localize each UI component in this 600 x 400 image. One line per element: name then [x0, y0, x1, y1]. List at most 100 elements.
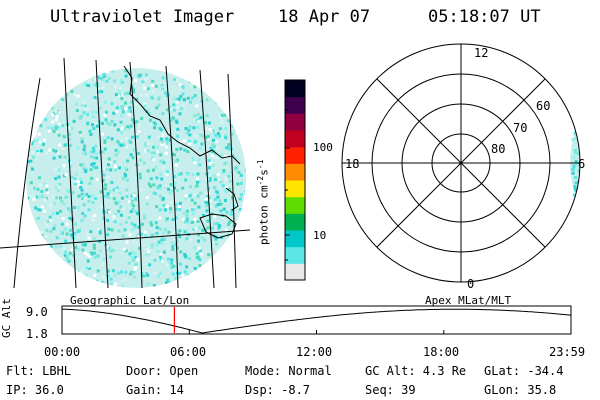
speckle: [51, 120, 55, 124]
speckle: [103, 74, 107, 78]
speckle: [582, 129, 585, 132]
speckle: [166, 108, 170, 112]
speckle: [197, 77, 201, 81]
speckle: [207, 159, 211, 162]
speckle: [68, 217, 72, 220]
speckle: [102, 73, 106, 76]
mlt-label-18: 18: [345, 157, 360, 171]
speckle: [120, 270, 123, 274]
speckle: [155, 231, 159, 235]
speckle: [132, 90, 135, 94]
mlat-label-60: 60: [536, 99, 551, 113]
speckle: [46, 220, 50, 224]
speckle: [192, 126, 196, 130]
speckle: [172, 264, 176, 268]
speckle: [31, 72, 34, 76]
speckle: [207, 253, 211, 257]
speckle: [98, 249, 102, 253]
speckle: [213, 214, 217, 218]
speckle: [143, 216, 146, 220]
speckle: [584, 137, 587, 140]
speckle: [210, 130, 214, 134]
speckle: [53, 224, 57, 227]
speckle: [44, 257, 48, 260]
speckle: [64, 196, 68, 199]
speckle: [230, 268, 234, 272]
speckle: [198, 133, 202, 137]
speckle: [82, 151, 86, 155]
speckle: [179, 250, 183, 254]
speckle: [204, 286, 208, 288]
speckle: [65, 80, 69, 84]
speckle: [198, 278, 202, 282]
speckle: [214, 156, 218, 160]
speckle: [206, 219, 210, 223]
speckle: [214, 178, 218, 181]
polar-grid: [341, 43, 581, 283]
speckle: [74, 245, 78, 249]
speckle: [137, 225, 140, 229]
speckle: [44, 235, 48, 239]
speckle: [109, 287, 113, 288]
speckle: [161, 166, 165, 170]
speckle: [55, 184, 59, 188]
speckle: [114, 153, 118, 157]
speckle: [53, 77, 57, 81]
speckle: [209, 250, 213, 253]
speckle: [137, 123, 141, 127]
speckle: [234, 166, 238, 169]
speckle: [148, 263, 152, 267]
speckle: [95, 166, 99, 170]
speckle: [244, 282, 246, 286]
speckle: [95, 110, 99, 114]
speckle: [217, 92, 221, 96]
speckle: [61, 97, 65, 101]
speckle: [242, 116, 245, 120]
speckle: [223, 162, 227, 166]
speckle: [239, 111, 243, 115]
speckle: [32, 139, 36, 143]
speckle: [120, 114, 124, 118]
speckle: [29, 277, 33, 281]
speckle: [145, 73, 148, 77]
speckle: [160, 87, 164, 91]
speckle: [200, 236, 204, 240]
speckle: [60, 283, 64, 287]
speckle: [123, 144, 127, 147]
speckle: [111, 248, 115, 252]
speckle: [160, 238, 164, 242]
speckle: [171, 152, 175, 156]
altitude-plot: [61, 305, 572, 335]
speckle: [176, 134, 180, 138]
speckle: [238, 98, 242, 102]
speckle: [176, 158, 179, 162]
speckle: [131, 258, 135, 262]
speckle: [228, 220, 232, 224]
speckle: [118, 139, 122, 143]
speckle: [107, 163, 110, 167]
speckle: [45, 188, 49, 192]
speckle: [127, 127, 131, 131]
speckle: [86, 233, 90, 237]
speckle: [51, 106, 55, 110]
speckle: [214, 77, 218, 81]
speckle: [233, 99, 237, 103]
speckle: [216, 280, 220, 284]
speckle: [131, 239, 135, 243]
speckle: [245, 223, 246, 227]
speckle: [574, 160, 578, 164]
speckle: [112, 111, 116, 115]
speckle: [244, 274, 246, 277]
speckle: [166, 257, 170, 261]
speckle: [135, 97, 139, 101]
speckle: [87, 71, 90, 75]
info-seq: Seq: 39: [365, 383, 416, 397]
speckle: [133, 252, 137, 256]
speckle: [574, 149, 577, 153]
speckle: [589, 161, 590, 164]
speckle: [52, 148, 55, 152]
speckle: [183, 254, 187, 258]
colorbar-tick-10: 10: [313, 229, 327, 242]
speckle: [115, 110, 119, 114]
speckle: [61, 124, 65, 128]
